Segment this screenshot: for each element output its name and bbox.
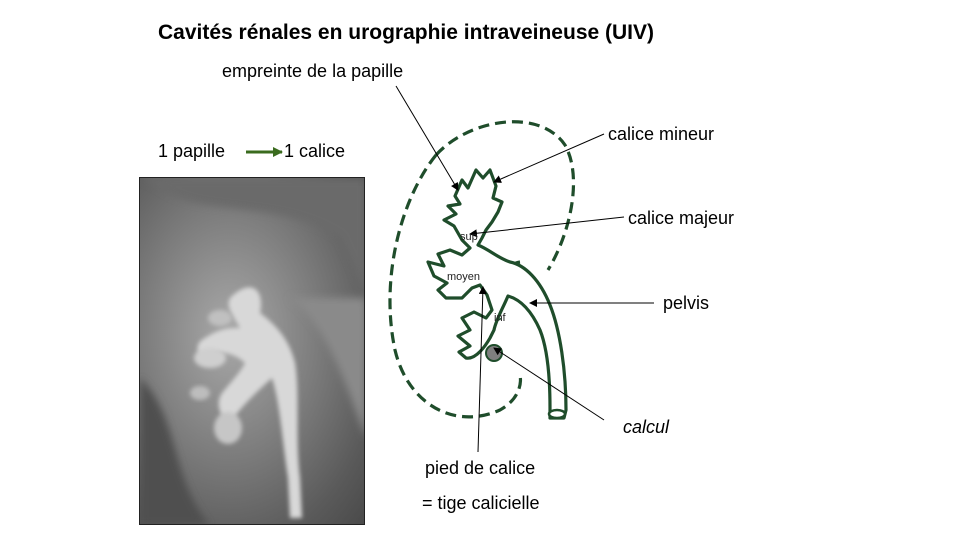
arrow-calcul <box>493 347 605 421</box>
label-empreinte: empreinte de la papille <box>222 61 404 81</box>
papilla-label: 1 papille <box>158 141 226 161</box>
label-sup: sup <box>460 231 478 243</box>
calyx-label: 1 calice <box>284 141 346 161</box>
collecting-system <box>426 168 568 420</box>
label-calcul: calcul <box>623 417 670 437</box>
label-calice-mineur: calice mineur <box>608 124 715 144</box>
label-pelvis: pelvis <box>663 293 710 313</box>
label-inf: inf <box>494 312 506 324</box>
arrow-calice-majeur <box>469 216 625 238</box>
arrow-pied-calice <box>477 286 487 453</box>
label-calice-majeur: calice majeur <box>628 208 735 228</box>
label-moyen: moyen <box>447 271 481 283</box>
calculus-stone <box>485 344 503 362</box>
slide-title: Cavités rénales en urographie intraveine… <box>158 21 655 44</box>
arrow-empreinte <box>395 85 459 191</box>
urography-xray-image <box>139 177 365 525</box>
ureter-end <box>547 408 567 420</box>
label-pied-calice: pied de calice <box>425 458 536 478</box>
label-tige-calicielle: = tige calicielle <box>422 493 540 513</box>
arrow-calice-mineur <box>493 133 605 183</box>
